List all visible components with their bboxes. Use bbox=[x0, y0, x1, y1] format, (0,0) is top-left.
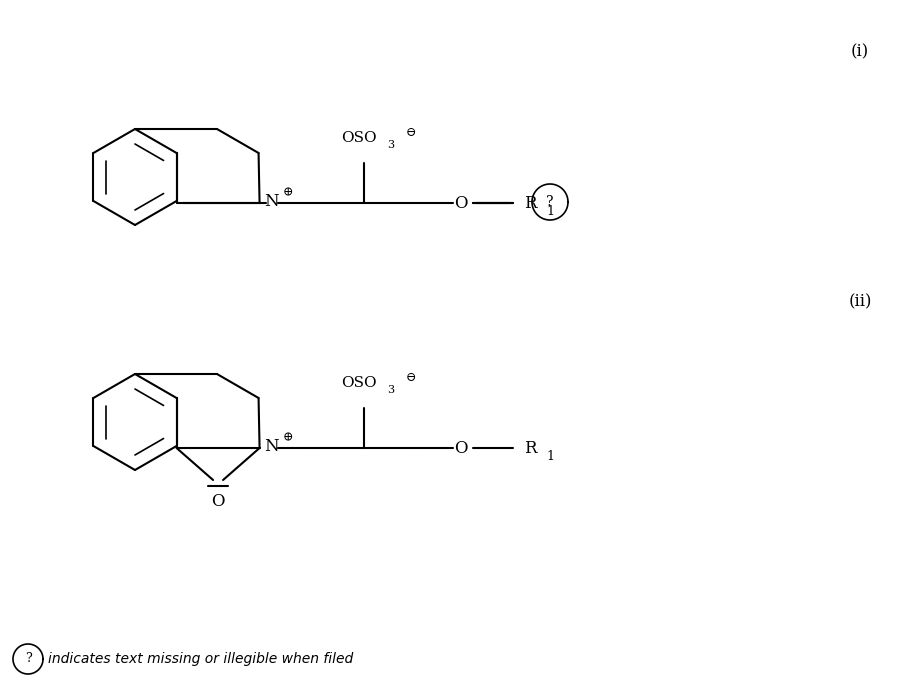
Text: 1: 1 bbox=[547, 449, 555, 462]
Text: OSO: OSO bbox=[341, 376, 377, 390]
Text: O: O bbox=[454, 194, 468, 212]
Text: 3: 3 bbox=[387, 385, 394, 395]
Text: N: N bbox=[264, 438, 279, 455]
Text: ⊕: ⊕ bbox=[282, 186, 293, 199]
Text: R: R bbox=[524, 194, 537, 212]
Text: indicates text missing or illegible when filed: indicates text missing or illegible when… bbox=[48, 652, 353, 666]
Text: (ii): (ii) bbox=[848, 293, 872, 311]
Text: R: R bbox=[524, 440, 537, 456]
Text: (i): (i) bbox=[851, 43, 869, 60]
Text: 1: 1 bbox=[547, 205, 555, 218]
Text: O: O bbox=[454, 440, 468, 456]
Text: ?: ? bbox=[24, 653, 32, 666]
Text: O: O bbox=[212, 493, 225, 510]
Text: OSO: OSO bbox=[341, 131, 377, 145]
Text: ⊕: ⊕ bbox=[282, 431, 293, 444]
Text: ⊖: ⊖ bbox=[405, 370, 416, 383]
Text: ⊖: ⊖ bbox=[405, 126, 416, 139]
Text: ?: ? bbox=[546, 195, 554, 209]
Text: 3: 3 bbox=[387, 140, 394, 150]
Text: N: N bbox=[264, 192, 279, 210]
